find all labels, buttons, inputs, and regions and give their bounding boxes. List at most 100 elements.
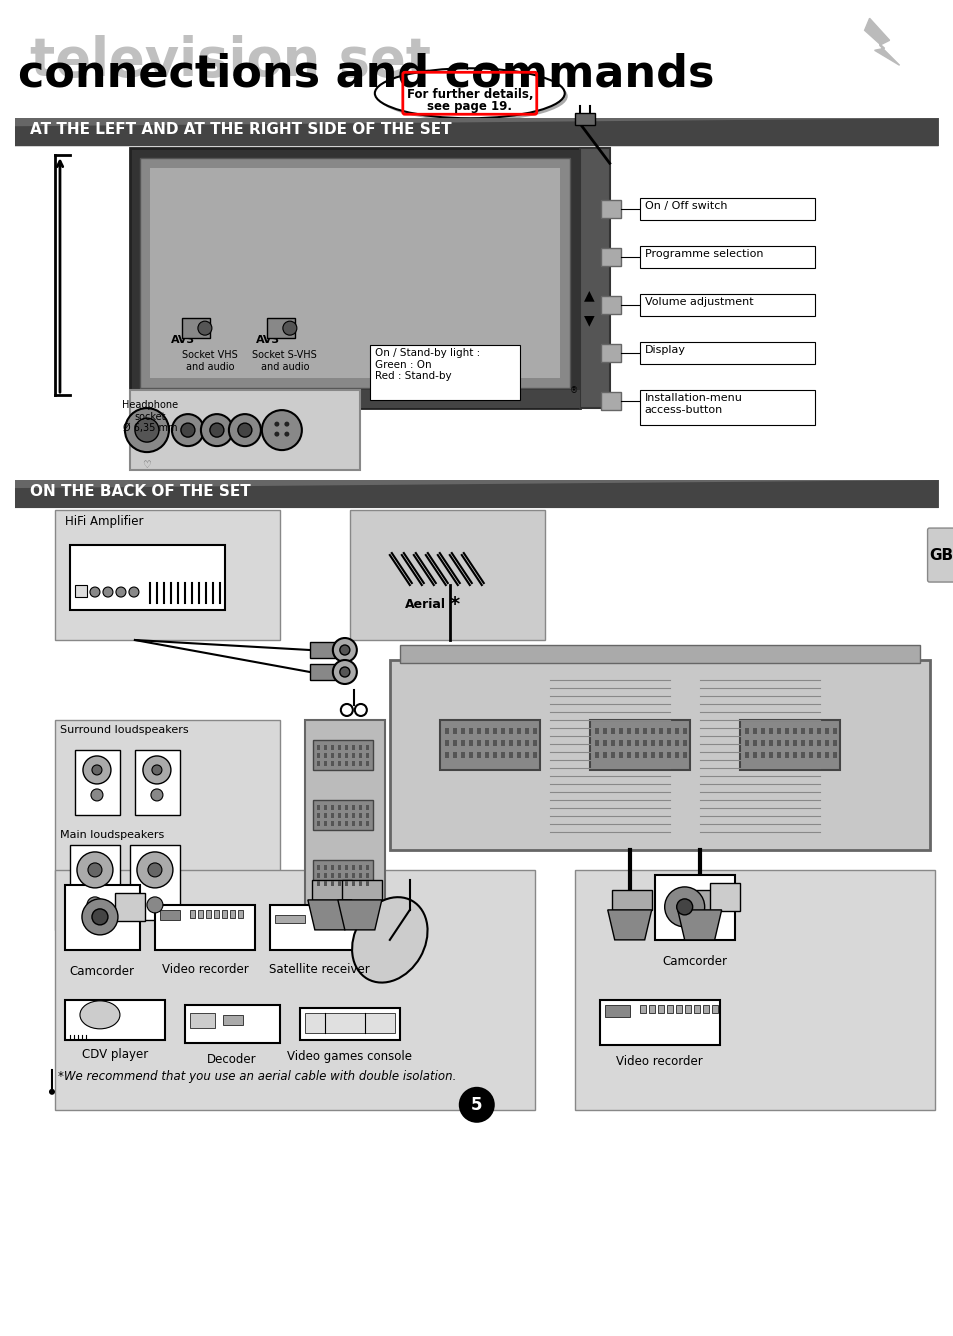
Circle shape: [172, 414, 204, 446]
Bar: [493, 728, 497, 733]
Polygon shape: [863, 19, 899, 65]
Bar: [468, 752, 473, 758]
Text: AT THE LEFT AND AT THE RIGHT SIDE OF THE SET: AT THE LEFT AND AT THE RIGHT SIDE OF THE…: [30, 123, 451, 138]
Bar: [344, 820, 348, 826]
Bar: [323, 880, 327, 886]
Bar: [752, 740, 756, 745]
Bar: [352, 880, 355, 886]
Circle shape: [210, 424, 224, 437]
Text: ON THE BACK OF THE SET: ON THE BACK OF THE SET: [30, 484, 251, 500]
Circle shape: [88, 863, 102, 876]
Bar: [634, 728, 639, 733]
Bar: [783, 752, 788, 758]
Bar: [323, 820, 327, 826]
Bar: [800, 740, 803, 745]
Bar: [358, 762, 361, 766]
Bar: [594, 728, 598, 733]
Bar: [760, 728, 764, 733]
Text: On / Stand-by light :
Green : On
Red : Stand-by: On / Stand-by light : Green : On Red : S…: [375, 349, 479, 381]
Bar: [55, 510, 279, 640]
Bar: [684, 1005, 690, 1013]
Ellipse shape: [352, 898, 427, 982]
Circle shape: [333, 660, 356, 684]
Bar: [832, 752, 836, 758]
Bar: [639, 1005, 645, 1013]
Bar: [323, 812, 327, 818]
Bar: [639, 390, 814, 425]
Circle shape: [458, 1086, 495, 1122]
Text: ▲: ▲: [584, 289, 595, 302]
Text: For further details,: For further details,: [406, 88, 533, 102]
Bar: [460, 728, 464, 733]
Bar: [639, 198, 814, 220]
Text: Programme selection: Programme selection: [644, 250, 762, 259]
Bar: [313, 860, 373, 890]
Bar: [832, 728, 836, 733]
Bar: [182, 318, 210, 338]
Bar: [600, 345, 620, 362]
Bar: [299, 1007, 399, 1039]
Bar: [600, 393, 620, 410]
Bar: [337, 872, 340, 878]
Bar: [316, 754, 319, 758]
Text: Volume adjustment: Volume adjustment: [644, 297, 753, 307]
Polygon shape: [15, 119, 938, 146]
Bar: [816, 740, 820, 745]
Bar: [206, 910, 211, 918]
Bar: [808, 728, 812, 733]
Bar: [589, 720, 689, 770]
Bar: [532, 728, 537, 733]
Bar: [800, 728, 803, 733]
Bar: [310, 664, 335, 680]
Bar: [602, 740, 606, 745]
Bar: [682, 728, 686, 733]
Ellipse shape: [375, 68, 564, 119]
Bar: [305, 1013, 395, 1033]
Circle shape: [129, 587, 139, 597]
Bar: [508, 752, 512, 758]
Bar: [358, 820, 361, 826]
Circle shape: [284, 432, 289, 437]
Bar: [666, 1005, 672, 1013]
Text: CDV player: CDV player: [82, 1047, 148, 1061]
Bar: [611, 890, 651, 910]
Bar: [305, 720, 384, 910]
Bar: [75, 585, 87, 597]
Bar: [358, 864, 361, 870]
Bar: [185, 1005, 279, 1043]
Bar: [532, 752, 537, 758]
Circle shape: [229, 414, 260, 446]
Bar: [760, 752, 764, 758]
Circle shape: [91, 908, 108, 925]
Bar: [674, 740, 678, 745]
Circle shape: [333, 639, 356, 663]
Text: *: *: [449, 595, 459, 615]
Bar: [484, 728, 488, 733]
Bar: [316, 745, 319, 749]
Bar: [337, 762, 340, 766]
Bar: [453, 728, 456, 733]
Bar: [323, 864, 327, 870]
Bar: [610, 728, 614, 733]
Bar: [776, 752, 780, 758]
Bar: [524, 752, 528, 758]
Bar: [832, 740, 836, 745]
Bar: [70, 545, 225, 611]
Bar: [666, 728, 670, 733]
Text: television set: television set: [30, 35, 431, 87]
Bar: [365, 820, 369, 826]
Bar: [65, 884, 140, 950]
Bar: [610, 740, 614, 745]
Bar: [365, 864, 369, 870]
Polygon shape: [15, 119, 938, 146]
Bar: [517, 728, 520, 733]
Bar: [639, 342, 814, 365]
Bar: [358, 754, 361, 758]
Bar: [524, 728, 528, 733]
Circle shape: [339, 667, 350, 677]
Bar: [365, 812, 369, 818]
Bar: [439, 720, 539, 770]
Bar: [532, 740, 537, 745]
Bar: [313, 800, 373, 830]
Bar: [776, 728, 780, 733]
